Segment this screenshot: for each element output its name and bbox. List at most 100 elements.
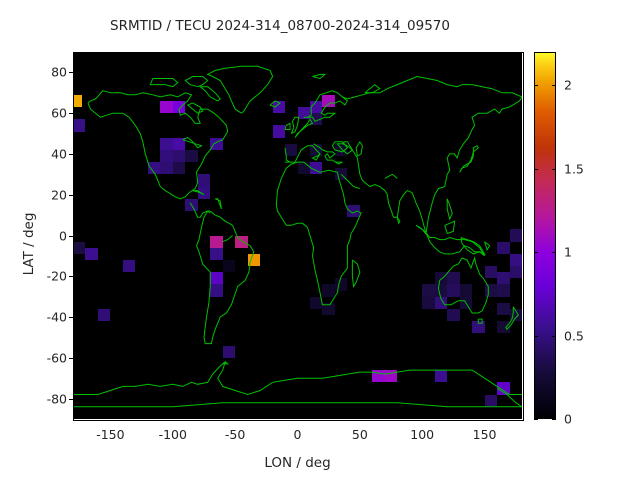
coastline-path <box>294 118 314 138</box>
coastline-path <box>284 122 291 130</box>
heatmap-cell <box>459 284 473 297</box>
coastline-path <box>206 65 274 114</box>
heatmap-cell <box>497 382 510 395</box>
y-axis-tick-mark <box>69 235 73 237</box>
heatmap-cell <box>484 266 498 279</box>
colorbar[interactable]: 0 0.5 1 1.5 2 <box>534 52 584 427</box>
heatmap-cell <box>160 162 173 175</box>
colorbar-tick-label: 2 <box>564 77 572 93</box>
heatmap-cell <box>497 241 510 254</box>
y-axis-tick-mark <box>69 72 73 74</box>
coastline-overlay <box>73 65 522 408</box>
heatmap-cell <box>160 100 173 114</box>
heatmap-cell <box>197 174 211 187</box>
heatmap-cell <box>97 308 111 322</box>
coastline-path <box>496 387 522 408</box>
y-axis-tick-label: 0 <box>59 228 67 243</box>
heatmap-cell <box>434 272 448 285</box>
heatmap-cell <box>147 162 161 175</box>
heatmap-cell <box>210 247 223 260</box>
colorbar-tick-mark <box>552 335 556 337</box>
coastline-path <box>459 145 479 173</box>
x-axis-tick-mark <box>422 415 424 419</box>
x-axis-tick-mark <box>359 415 361 419</box>
x-axis-tick-label: -100 <box>158 427 187 442</box>
heatmap-cell <box>272 100 286 114</box>
colorbar-tick-mark <box>534 419 538 420</box>
coastline-path <box>477 318 483 324</box>
coastline-path <box>415 224 486 257</box>
coastline-path <box>351 259 361 288</box>
heatmap-cell <box>434 370 448 383</box>
heatmap-cell <box>422 296 435 309</box>
heatmap-cell <box>497 302 510 315</box>
heatmap-cell <box>197 186 211 199</box>
y-axis-tick-mark <box>69 153 73 155</box>
x-axis-tick-label: -50 <box>224 427 246 442</box>
coastline-path <box>313 143 343 165</box>
coastline-path <box>73 402 522 408</box>
heatmap-cell <box>334 143 348 156</box>
x-axis-tick-mark <box>172 415 174 419</box>
coastline-path <box>364 83 381 94</box>
x-axis-tick-mark <box>484 415 486 419</box>
y-axis-tick-label: 20 <box>51 187 67 203</box>
coastline-path <box>195 210 255 345</box>
heatmap-cell <box>160 149 173 163</box>
colorbar-tick-label: 0.5 <box>564 328 584 344</box>
heatmap-cell <box>210 235 223 248</box>
heatmap-cell <box>285 143 298 156</box>
coastline-path <box>198 86 221 102</box>
heatmap-cell <box>497 272 510 285</box>
y-axis-tick-mark <box>69 357 73 359</box>
colorbar-tick-mark <box>552 168 556 170</box>
coastline-path <box>396 216 401 225</box>
coastline-path <box>340 173 361 190</box>
y-axis-tick-label: -40 <box>46 309 67 325</box>
heatmap-cell <box>210 284 223 297</box>
heatmap-cell <box>160 137 173 150</box>
heatmap-cell <box>447 272 460 285</box>
heatmap-cell <box>484 394 498 407</box>
colorbar-tick-mark <box>552 85 556 87</box>
coastline-path <box>355 141 363 157</box>
y-axis-tick-mark <box>69 194 73 196</box>
heatmap-plot-area[interactable] <box>73 52 522 419</box>
y-axis-tick-mark <box>69 113 73 115</box>
x-axis-tick-labels: -150 -100 -50 0 50 100 150 <box>73 427 522 447</box>
coastline-path <box>284 147 291 163</box>
x-axis-tick-label: -150 <box>96 427 125 442</box>
coastline-path <box>384 173 398 179</box>
colorbar-tick-mark <box>534 85 538 87</box>
heatmap-cell <box>322 284 335 297</box>
colorbar-tick-mark <box>534 168 538 170</box>
heatmap-cell <box>434 296 448 309</box>
coastline-path <box>87 90 229 200</box>
colorbar-gradient <box>534 52 556 419</box>
y-axis-tick-mark <box>69 317 73 319</box>
heatmap-cell <box>509 229 522 242</box>
y-axis-tick-mark <box>69 398 73 400</box>
heatmap-cell <box>509 253 522 267</box>
heatmap-cell <box>297 107 310 120</box>
x-axis-tick-label: 100 <box>410 427 435 442</box>
colorbar-tick-mark <box>534 335 538 337</box>
coastline-path <box>186 102 204 114</box>
heatmap-cell <box>497 321 510 334</box>
coastline-path <box>73 360 522 396</box>
x-axis-tick-marks <box>73 415 522 419</box>
coastline-path <box>342 96 522 234</box>
y-axis-tick-label: 60 <box>51 105 67 121</box>
x-axis-tick-mark <box>110 415 112 419</box>
coastline-path <box>437 256 489 314</box>
coastline-path <box>444 220 456 235</box>
heatmap-cell <box>309 100 323 114</box>
coastline-path <box>149 78 179 88</box>
colorbar-tick-label: 1.5 <box>564 161 584 177</box>
coastline-path <box>275 161 362 306</box>
heatmap-cell <box>73 94 82 108</box>
heatmap-cell <box>497 284 510 297</box>
x-axis-tick-label: 150 <box>472 427 497 442</box>
y-axis-label: LAT / deg <box>21 212 37 275</box>
